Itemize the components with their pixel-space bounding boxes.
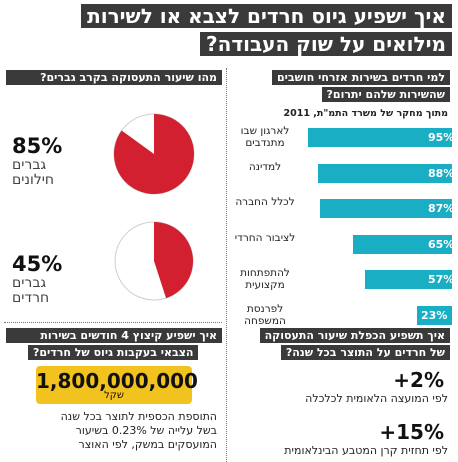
bar-value-label-0: 95% bbox=[428, 131, 455, 144]
gdp-stat-2-note: לפי תחזית קרן המטבע הבינלאומית bbox=[284, 444, 448, 457]
pie-1-label-1: גברים bbox=[12, 157, 47, 173]
gdp-stat-1-note: לפי המועצה הלאומית לכלכלה bbox=[305, 392, 448, 405]
gdp-stat-2-value: +15% bbox=[379, 420, 444, 444]
pie-1-percent: 85% bbox=[12, 134, 63, 158]
pie2-remainder-slice bbox=[114, 221, 194, 301]
bar-0 bbox=[307, 128, 452, 147]
gdp-section-header-1: איך תשפיע הכפלת שיעור התעסוקה bbox=[259, 328, 450, 343]
bar-value-label-5: 23% bbox=[421, 308, 448, 322]
cost-note-1: התוספת הכספית לתוצר בכל שנה bbox=[60, 410, 217, 423]
pie-secular-men bbox=[113, 113, 195, 195]
pie-haredi-men bbox=[114, 221, 194, 301]
amount-unit: שקל bbox=[104, 390, 124, 401]
bar-1 bbox=[318, 163, 452, 183]
pie-2-label-1: גברים bbox=[12, 275, 47, 291]
bar-category-label-0: לארגון שבו מתנדבים bbox=[240, 125, 290, 149]
pie-section-header: מהו שיעור התעסוקה בקרב גברים? bbox=[6, 70, 222, 85]
bar-category-label-4: להתפתחות מקצועית bbox=[240, 267, 290, 291]
bar-2 bbox=[319, 199, 452, 218]
cost-note-2: בשל עלייה של 0.23% בשיעור bbox=[75, 424, 217, 437]
cost-section-header-1: איך ישפיע קיצוץ 4 חודשים בשירות bbox=[6, 328, 222, 343]
bar-category-label-5: לפרנסת המשפחה bbox=[244, 302, 286, 327]
cost-note-3: המועסקים במשק, לפי האוצר bbox=[78, 438, 217, 451]
bar-value-label-1: 88% bbox=[428, 166, 455, 180]
pie-1-label-2: חילונים bbox=[12, 172, 55, 188]
headline-line-1: איך ישפיע גיוס חרדים לצבא או לשירות bbox=[81, 4, 452, 28]
amount-box: 1,800,000,000 שקל bbox=[36, 366, 198, 404]
bar-5 bbox=[417, 305, 452, 325]
pie1-remainder-slice bbox=[113, 113, 195, 195]
gdp-section-header-2: של חרדים על התוצר בכל שנה? bbox=[280, 345, 450, 360]
bar-section-header-2: שהשירות שלהם יתרום? bbox=[321, 87, 450, 102]
headline-line-2: מילואים על שוק העבודה? bbox=[200, 32, 452, 56]
headline: איך ישפיע גיוס חרדים לצבא או לשירות מילו… bbox=[6, 4, 452, 60]
column-divider bbox=[226, 68, 227, 462]
pie2-value-slice bbox=[154, 222, 193, 299]
pie1-value-slice bbox=[113, 114, 194, 195]
pie-2-percent: 45% bbox=[12, 252, 63, 276]
bar-category-label-1: למדינה bbox=[248, 160, 282, 173]
gdp-stat-1-value: +2% bbox=[393, 368, 444, 392]
left-section-divider bbox=[4, 322, 222, 323]
bar-category-label-3: לציבור החרדי bbox=[234, 231, 296, 244]
bar-category-label-2: לכלל החברה bbox=[235, 196, 295, 208]
bar-section-header-1: למי חרדים בשירות אזרחי חושבים bbox=[271, 70, 450, 85]
pie-2-label-2: חרדים bbox=[12, 290, 50, 306]
chart-source: מתוך מחקר של משרד התמ"ת, 2011 bbox=[283, 108, 449, 119]
bar-value-label-4: 57% bbox=[428, 273, 455, 286]
bar-4 bbox=[365, 270, 452, 289]
cost-section-header-2: הצבאי בעקבות גיוס של חרדים? bbox=[28, 345, 199, 360]
bar-3 bbox=[353, 234, 452, 254]
bar-value-label-3: 65% bbox=[428, 237, 455, 251]
amount-value: 1,800,000,000 bbox=[36, 369, 198, 393]
bar-value-label-2: 87% bbox=[428, 202, 455, 215]
